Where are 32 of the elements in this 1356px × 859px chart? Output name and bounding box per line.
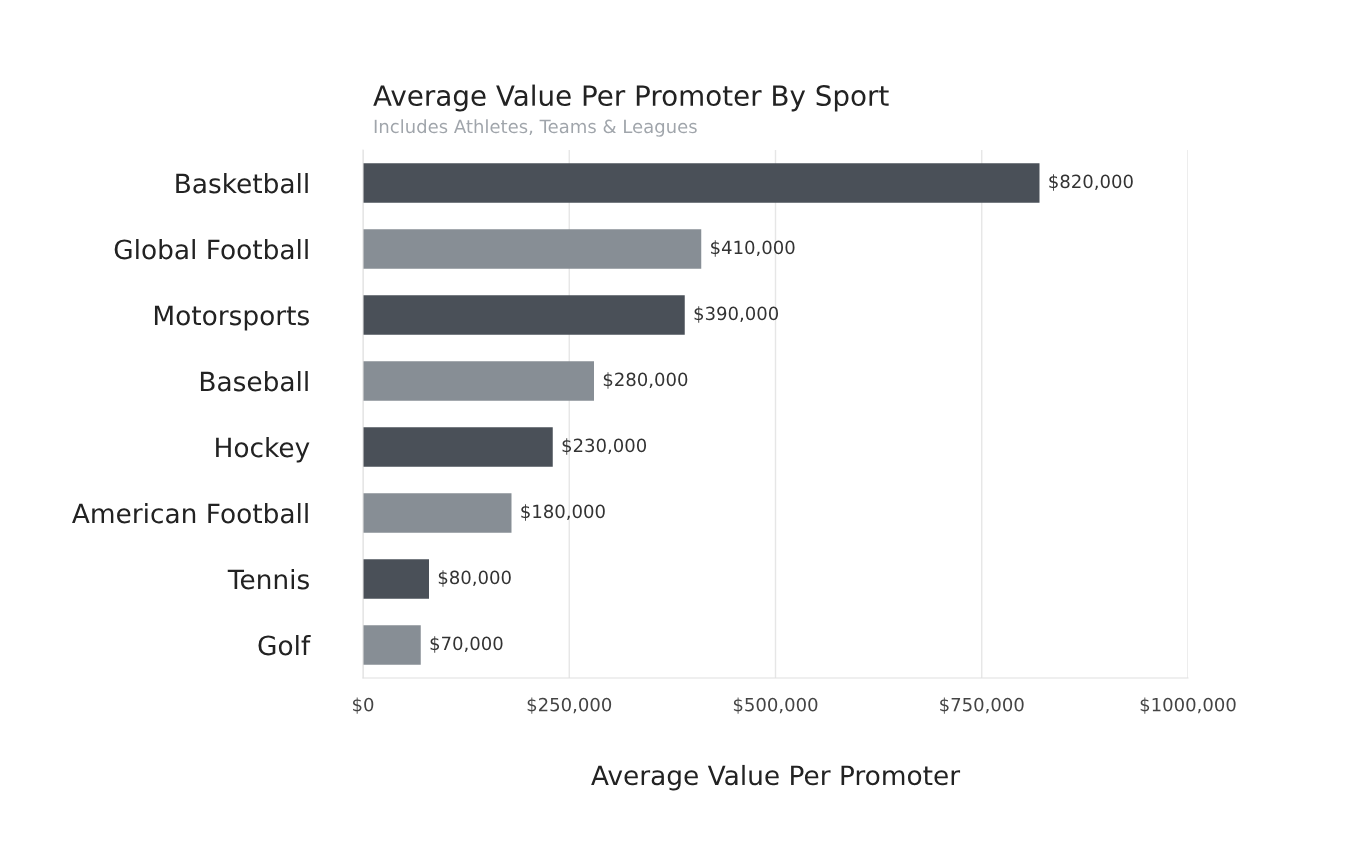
x-tick-label: $0 <box>353 697 374 714</box>
bar <box>363 163 1040 203</box>
data-label: $70,000 <box>430 636 503 653</box>
x-tick-label: $250,000 <box>527 697 612 714</box>
bar <box>363 361 594 401</box>
x-tick-label: $1000,000 <box>1140 697 1236 714</box>
chart-subtitle: Includes Athletes, Teams & Leagues <box>374 119 697 137</box>
y-tick-label: Tennis <box>227 568 309 590</box>
data-label: $820,000 <box>1049 174 1133 191</box>
y-tick-label: Global Football <box>114 238 308 260</box>
bar <box>363 559 429 599</box>
bar <box>363 625 421 665</box>
bar <box>363 427 553 467</box>
y-tick-label: Hockey <box>216 436 310 463</box>
data-label: $390,000 <box>694 306 779 323</box>
x-axis-title: Average Value Per Promoter <box>591 764 961 791</box>
data-label: $80,000 <box>438 570 511 587</box>
y-tick-label: Golf <box>258 634 311 656</box>
data-label: $280,000 <box>603 372 688 389</box>
y-tick-label: Motorsports <box>154 305 309 331</box>
data-label: $230,000 <box>562 438 647 455</box>
bar <box>363 493 512 533</box>
bar <box>363 229 702 269</box>
y-tick-label: Basketball <box>176 172 308 194</box>
y-tick-label: American Football <box>72 502 308 524</box>
bar <box>363 295 685 335</box>
chart-title: Average Value Per Promoter By Sport <box>373 84 889 112</box>
data-label: $180,000 <box>521 504 605 521</box>
x-tick-label: $750,000 <box>940 697 1024 714</box>
y-tick-label: Baseball <box>200 370 308 392</box>
data-label: $410,000 <box>711 240 795 257</box>
x-tick-label: $500,000 <box>733 697 818 714</box>
